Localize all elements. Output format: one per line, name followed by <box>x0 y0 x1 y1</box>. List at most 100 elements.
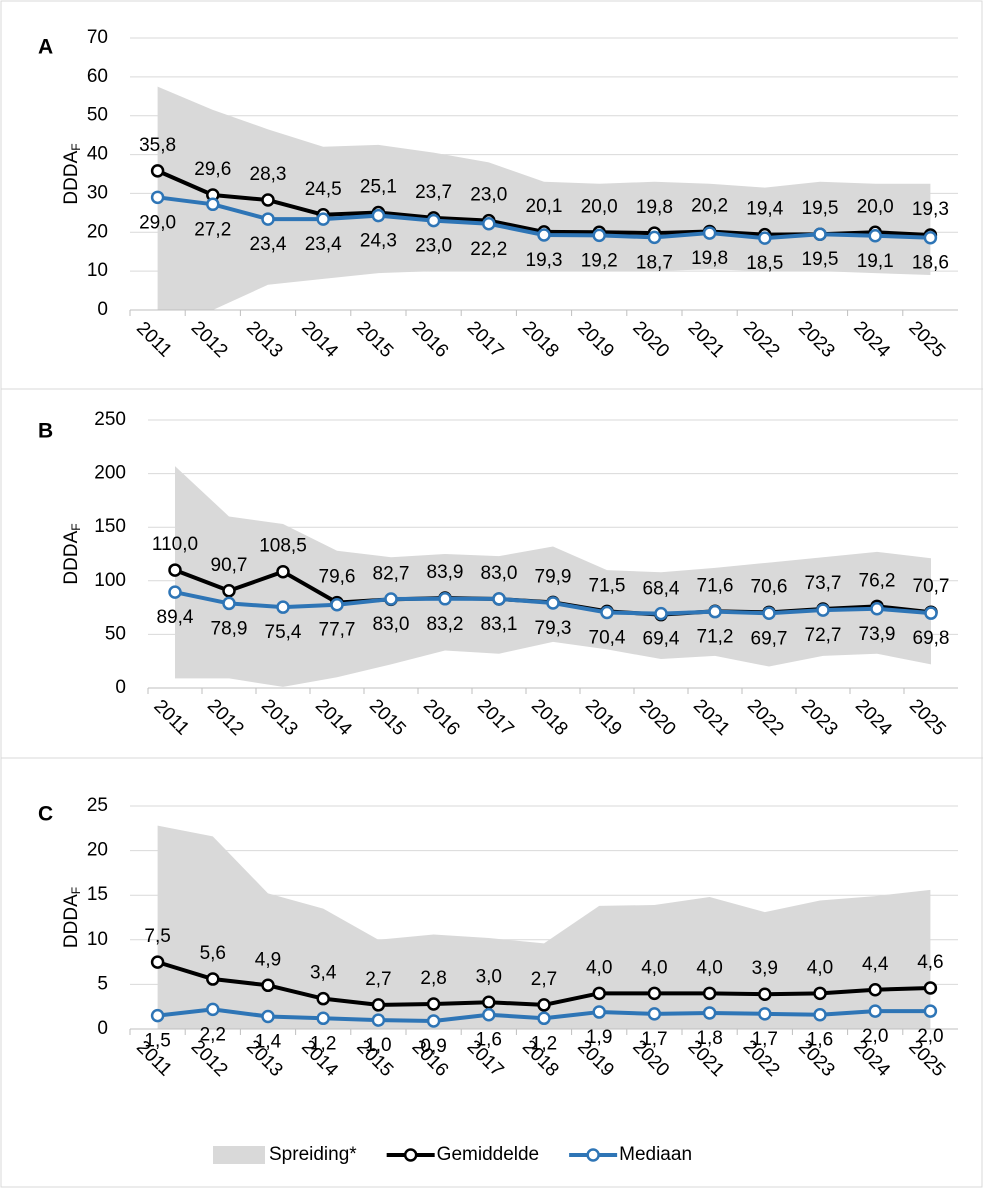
data-label: 79,3 <box>535 618 572 639</box>
data-label: 20,2 <box>691 196 728 217</box>
data-label: 2,0 <box>917 1026 943 1047</box>
series-marker <box>592 228 606 243</box>
series-marker <box>702 226 717 240</box>
series-marker <box>426 1014 441 1028</box>
data-label: 69,4 <box>643 629 680 650</box>
series-marker <box>592 986 606 1001</box>
data-label: 2,7 <box>531 969 557 990</box>
y-tick-label: 30 <box>87 182 108 203</box>
data-label: 29,6 <box>194 159 231 180</box>
data-label: 4,0 <box>696 957 722 978</box>
series-marker <box>868 229 882 243</box>
series-marker <box>758 987 772 1001</box>
data-label: 20,0 <box>581 196 618 217</box>
data-label: 4,4 <box>862 954 889 975</box>
data-label: 1,8 <box>696 1028 722 1049</box>
data-label: 4,0 <box>586 957 612 978</box>
x-tick-label: 2017 <box>463 317 508 362</box>
series-marker <box>482 995 496 1009</box>
series-marker <box>600 605 614 620</box>
series-marker <box>546 596 560 610</box>
data-label: 73,9 <box>859 624 896 645</box>
series-marker <box>261 193 275 207</box>
data-label: 70,4 <box>589 628 626 649</box>
series-marker <box>371 998 386 1012</box>
data-label: 110,0 <box>152 534 198 555</box>
data-label: 83,0 <box>373 614 410 635</box>
data-label: 72,7 <box>805 625 842 646</box>
panel-letter: C <box>38 803 53 826</box>
data-label: 83,2 <box>427 614 464 635</box>
x-tick-label: 2018 <box>527 695 572 740</box>
x-tick-label: 2015 <box>365 695 410 740</box>
x-tick-label: 2025 <box>905 695 950 740</box>
series-marker <box>222 596 236 611</box>
data-label: 28,3 <box>250 164 287 185</box>
data-label: 83,9 <box>427 562 464 583</box>
data-label: 19,4 <box>746 199 783 220</box>
y-axis-label-sub: F <box>69 143 83 150</box>
legend-swatch <box>213 1146 265 1164</box>
data-label: 71,6 <box>697 575 734 596</box>
x-tick-label: 2019 <box>581 695 626 740</box>
data-label: 23,0 <box>415 236 452 257</box>
data-label: 5,6 <box>200 943 226 964</box>
series-marker <box>923 981 938 995</box>
data-label: 24,5 <box>305 179 342 200</box>
y-tick-label: 150 <box>94 516 126 537</box>
data-label: 1,7 <box>641 1029 667 1050</box>
series-marker <box>762 606 776 621</box>
y-tick-label: 25 <box>87 795 108 816</box>
y-tick-label: 200 <box>94 463 126 484</box>
series-marker <box>702 986 717 1001</box>
data-label: 0,9 <box>420 1036 446 1057</box>
series-marker <box>492 592 506 606</box>
series-marker <box>168 585 182 599</box>
data-label: 4,6 <box>917 952 943 973</box>
series-marker <box>868 1004 882 1018</box>
series-marker <box>702 1006 717 1020</box>
series-marker <box>647 986 662 1001</box>
series-marker <box>482 216 496 231</box>
data-label: 1,5 <box>144 1031 170 1052</box>
data-label: 19,3 <box>526 250 563 271</box>
series-marker <box>261 212 275 226</box>
x-tick-label: 2011 <box>132 318 176 362</box>
data-label: 75,4 <box>265 622 302 643</box>
y-tick-label: 10 <box>87 929 108 950</box>
y-axis-label: DDDAF <box>61 887 83 948</box>
series-marker <box>537 998 551 1012</box>
y-tick-label: 20 <box>87 840 108 861</box>
series-marker <box>647 1007 662 1021</box>
x-tick-label: 2011 <box>149 696 193 740</box>
series-marker <box>813 227 827 241</box>
x-tick-label: 2015 <box>352 317 397 362</box>
data-label: 20,0 <box>857 196 894 217</box>
series-marker <box>870 602 884 616</box>
data-label: 1,2 <box>310 1033 336 1054</box>
series-marker <box>330 597 344 612</box>
data-label: 1,7 <box>752 1029 778 1050</box>
data-label: 69,8 <box>913 628 950 649</box>
x-tick-label: 2018 <box>518 317 563 362</box>
data-label: 19,5 <box>802 249 839 270</box>
data-label: 83,1 <box>481 614 518 635</box>
y-tick-label: 60 <box>87 66 108 87</box>
x-tick-label: 2024 <box>849 317 894 362</box>
data-label: 18,5 <box>746 253 783 274</box>
x-tick-label: 2022 <box>739 317 784 362</box>
series-marker <box>206 1002 220 1017</box>
series-marker <box>924 606 938 620</box>
data-label: 83,0 <box>481 563 518 584</box>
y-axis-label-main: DDDA <box>61 150 82 204</box>
data-label: 89,4 <box>157 607 194 628</box>
y-axis-label-main: DDDA <box>61 894 82 948</box>
x-tick-label: 2023 <box>794 317 839 362</box>
data-label: 4,0 <box>641 957 667 978</box>
data-label: 70,6 <box>751 576 788 597</box>
x-tick-label: 2014 <box>297 317 342 362</box>
data-label: 2,0 <box>862 1026 888 1047</box>
data-label: 2,8 <box>420 968 446 989</box>
series-marker <box>816 603 830 617</box>
data-label: 71,5 <box>589 575 626 596</box>
